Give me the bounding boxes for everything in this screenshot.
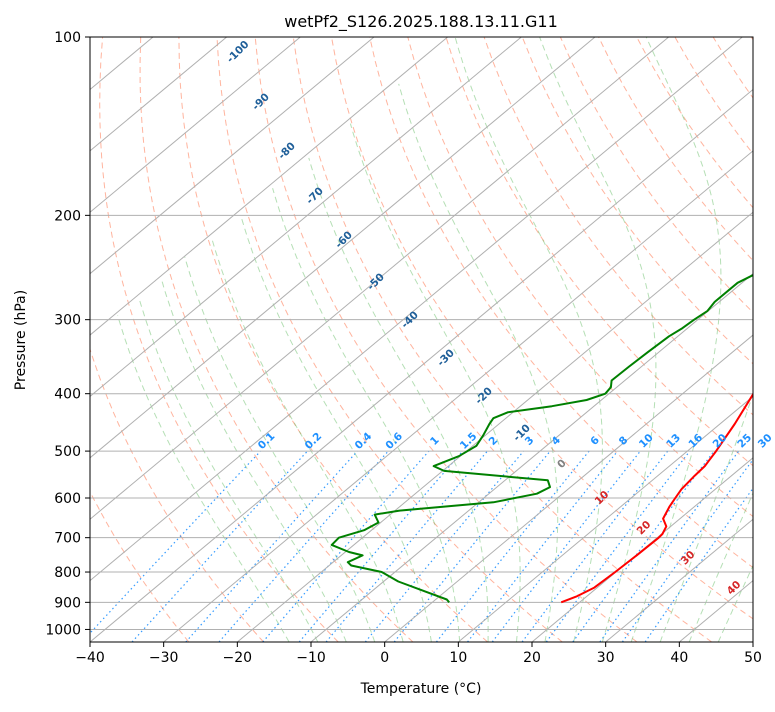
x-tick-label: 20 xyxy=(523,650,541,666)
chart-title: wetPf2_S126.2025.188.13.11.G11 xyxy=(284,12,558,32)
x-tick-label: 50 xyxy=(744,650,762,666)
y-tick-label: 800 xyxy=(54,565,81,581)
x-tick-label: −10 xyxy=(296,650,326,666)
y-axis-title: Pressure (hPa) xyxy=(13,290,29,390)
x-axis-title: Temperature (°C) xyxy=(360,681,482,697)
x-tick-label: 10 xyxy=(449,650,467,666)
x-tick-label: −40 xyxy=(75,650,105,666)
y-tick-label: 200 xyxy=(54,208,81,224)
y-tick-label: 900 xyxy=(54,595,81,611)
x-tick-label: 30 xyxy=(597,650,615,666)
x-tick-label: 40 xyxy=(670,650,688,666)
x-tick-label: −30 xyxy=(149,650,179,666)
y-tick-label: 600 xyxy=(54,491,81,507)
y-tick-label: 300 xyxy=(54,313,81,329)
y-tick-label: 100 xyxy=(54,30,81,46)
x-tick-label: −20 xyxy=(223,650,253,666)
x-tick-label: 0 xyxy=(380,650,389,666)
y-tick-label: 500 xyxy=(54,444,81,460)
y-tick-label: 1000 xyxy=(45,622,81,638)
y-tick-label: 400 xyxy=(54,387,81,403)
y-tick-label: 700 xyxy=(54,531,81,547)
